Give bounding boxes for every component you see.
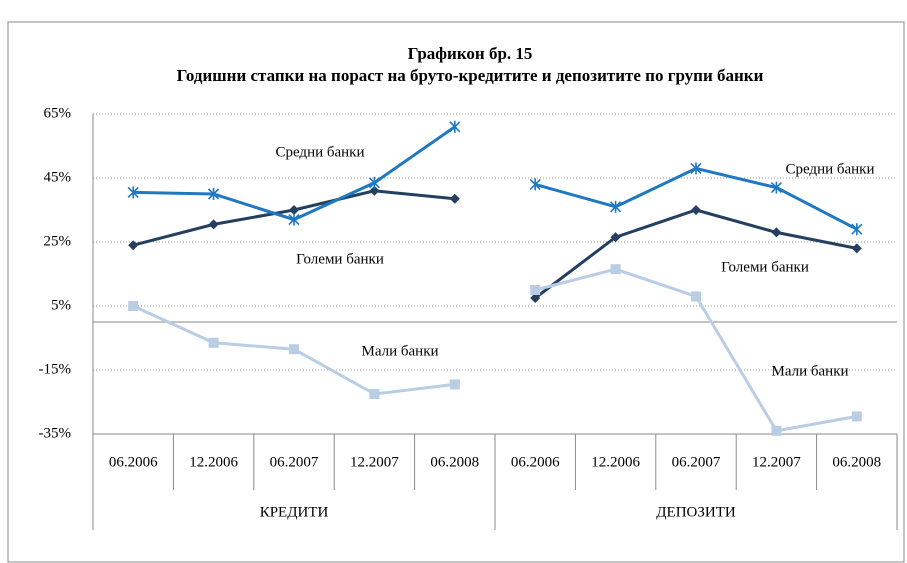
marker [289, 205, 299, 215]
marker [449, 379, 460, 390]
series-line [534, 208, 858, 300]
y-tick-label: -35% [39, 425, 72, 441]
marker [610, 232, 621, 243]
series-label: Средни банки [275, 144, 364, 160]
series-label: Големи банки [296, 251, 384, 267]
y-tick-label: 65% [44, 105, 72, 121]
marker [770, 181, 782, 194]
marker [530, 285, 541, 295]
marker [449, 193, 460, 204]
marker [851, 223, 863, 236]
marker [208, 337, 219, 348]
marker [529, 178, 541, 191]
marker [127, 186, 139, 199]
y-tick-label: 5% [51, 297, 71, 313]
marker [771, 425, 782, 436]
x-tick-label: 06.2008 [430, 454, 479, 470]
marker [851, 411, 862, 422]
marker [128, 301, 139, 311]
x-tick-label: 12.2006 [591, 454, 640, 470]
series-label: Мали банки [361, 343, 438, 359]
chart-border [7, 21, 905, 563]
group-label: ДЕПОЗИТИ [656, 504, 736, 520]
marker [289, 344, 299, 355]
series-label: Големи банки [721, 259, 809, 275]
marker [449, 120, 461, 133]
y-tick-label: 25% [44, 233, 72, 249]
x-tick-label: 06.2006 [511, 454, 560, 470]
marker [208, 188, 220, 200]
chart-subtitle: Годишни стапки на пораст на бруто-кредит… [176, 66, 764, 85]
marker [288, 213, 300, 226]
marker [369, 185, 380, 196]
marker [771, 227, 782, 238]
marker [691, 205, 701, 215]
y-tick-label: 45% [44, 169, 72, 185]
x-tick-label: 12.2007 [350, 454, 399, 470]
x-tick-label: 06.2007 [270, 454, 319, 470]
marker [690, 162, 702, 175]
marker [610, 200, 622, 213]
x-tick-label: 06.2008 [832, 454, 881, 470]
group-label: КРЕДИТИ [260, 504, 329, 520]
y-tick-label: -15% [39, 361, 72, 377]
marker [368, 176, 380, 189]
marker [691, 291, 701, 302]
marker [530, 293, 541, 303]
chart-title: Графикон бр. 15 [407, 44, 533, 63]
series-label: Мали банки [771, 363, 848, 379]
x-tick-label: 12.2006 [189, 454, 238, 470]
marker [610, 264, 621, 275]
marker [128, 240, 139, 251]
marker [851, 243, 862, 254]
marker [208, 219, 219, 230]
marker [369, 389, 380, 399]
series-label: Средни банки [785, 161, 874, 177]
x-tick-label: 06.2007 [672, 454, 721, 470]
x-tick-label: 06.2006 [109, 454, 158, 470]
x-tick-label: 12.2007 [752, 454, 801, 470]
